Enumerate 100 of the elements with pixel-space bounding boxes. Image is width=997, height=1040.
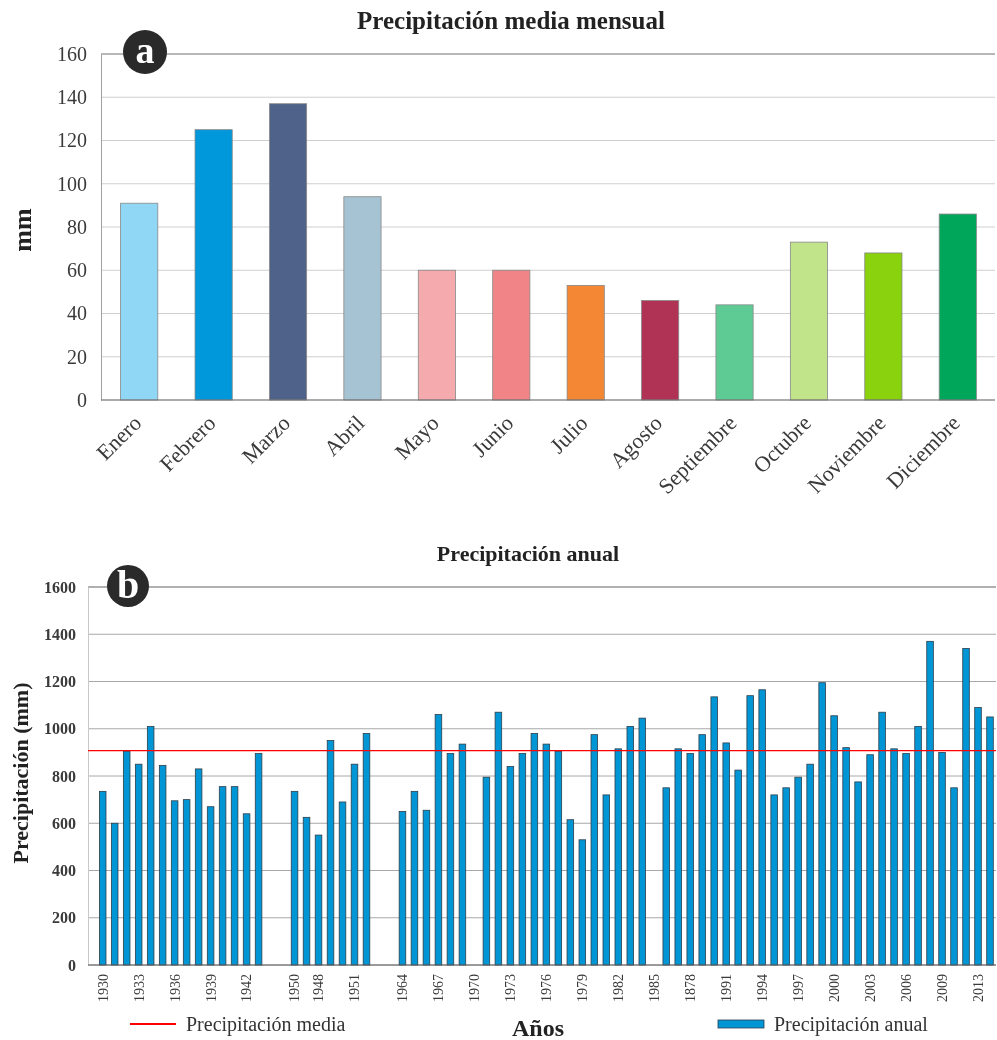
bar [417, 269, 456, 401]
bar [422, 809, 431, 966]
bar [758, 689, 766, 966]
bar [542, 743, 551, 966]
bar [269, 103, 308, 401]
bar [458, 743, 467, 966]
bar [182, 799, 191, 966]
x-tick-label: 1970 [467, 974, 483, 1002]
bar [158, 764, 167, 966]
bar [134, 763, 143, 966]
bar [590, 734, 599, 966]
x-tick-label: 1982 [611, 974, 627, 1002]
y-tick-label: 1400 [44, 625, 76, 643]
bar [218, 786, 227, 966]
bar [120, 202, 159, 401]
y-tick-label: 100 [57, 172, 87, 195]
x-tick-label: 1973 [503, 974, 519, 1002]
bar [230, 786, 239, 966]
bar [338, 801, 347, 966]
x-tick-label: 1997 [791, 974, 807, 1002]
legend-label: Precipitación anual [774, 1013, 929, 1036]
bar [746, 695, 754, 966]
bar [122, 750, 131, 966]
legend-label: Precipitación media [186, 1013, 346, 1036]
bar [782, 787, 790, 966]
bar [146, 725, 155, 966]
bar [492, 269, 531, 401]
bar [326, 740, 335, 966]
y-tick-label: 1600 [44, 578, 76, 596]
bar [554, 750, 563, 966]
bar [99, 790, 107, 966]
bar [794, 776, 802, 966]
bar [674, 748, 682, 966]
bar [938, 213, 977, 401]
bar [482, 776, 491, 966]
bar [626, 725, 634, 966]
y-axis-title: mm [8, 208, 38, 252]
y-tick-label: 0 [68, 956, 76, 974]
x-tick-label: 1936 [167, 974, 183, 1002]
bar [242, 813, 251, 966]
bar [770, 794, 778, 966]
bar [194, 768, 203, 966]
y-tick-label: 200 [52, 909, 76, 927]
y-tick-label: 160 [57, 42, 87, 65]
bar [641, 300, 680, 401]
bar [530, 733, 539, 966]
y-tick-label: 800 [52, 767, 76, 785]
bar [662, 787, 670, 966]
y-tick-label: 0 [77, 388, 87, 411]
bar [710, 696, 718, 966]
x-tick-label: 1985 [647, 974, 663, 1002]
x-tick-label: 1994 [755, 974, 771, 1002]
bar [206, 806, 215, 966]
bar [902, 753, 910, 966]
bar [170, 800, 179, 966]
y-tick-label: 140 [57, 86, 87, 109]
x-tick-label: 1967 [431, 974, 447, 1002]
bar [434, 714, 443, 966]
x-tick-label: 1939 [203, 974, 219, 1002]
bar [890, 748, 898, 966]
y-tick-label: 40 [67, 302, 87, 325]
x-tick-label: 1976 [539, 974, 555, 1002]
bar [314, 834, 323, 966]
y-tick-label: 120 [57, 129, 87, 152]
x-tick-label: 1979 [575, 974, 591, 1002]
y-tick-label: 80 [67, 215, 87, 238]
y-tick-label: 600 [52, 814, 76, 832]
bar [602, 794, 610, 966]
x-tick-label: 1930 [95, 974, 111, 1002]
bar [194, 129, 233, 401]
bar [254, 753, 263, 966]
bar [938, 751, 946, 966]
bar [566, 284, 605, 401]
x-tick-label: 1951 [347, 974, 363, 1002]
bar [950, 787, 958, 966]
x-tick-label: 2000 [827, 974, 843, 1002]
x-axis-title: Años [511, 1015, 565, 1040]
bar [566, 819, 575, 966]
x-tick-label: 1933 [131, 974, 147, 1002]
bar [578, 839, 587, 966]
x-tick-label: 1991 [719, 974, 735, 1002]
bar [614, 748, 622, 966]
x-tick-label: 2009 [934, 974, 950, 1002]
bar [446, 753, 455, 966]
bar [302, 816, 311, 966]
bar [914, 725, 922, 966]
bar [343, 196, 382, 401]
y-tick-label: 20 [67, 345, 87, 368]
x-tick-label: 1950 [287, 974, 303, 1002]
y-axis-title: Precipitación (mm) [7, 682, 33, 864]
bar [962, 648, 970, 966]
x-tick-label: 2003 [863, 974, 878, 1002]
chart-title: Precipitación anual [436, 541, 620, 566]
bar [926, 640, 934, 966]
bar [864, 252, 903, 401]
bar [494, 711, 503, 966]
x-tick-label: 2013 [970, 974, 986, 1002]
bar [686, 753, 694, 966]
y-tick-label: 1000 [44, 720, 76, 738]
bar [290, 790, 299, 966]
